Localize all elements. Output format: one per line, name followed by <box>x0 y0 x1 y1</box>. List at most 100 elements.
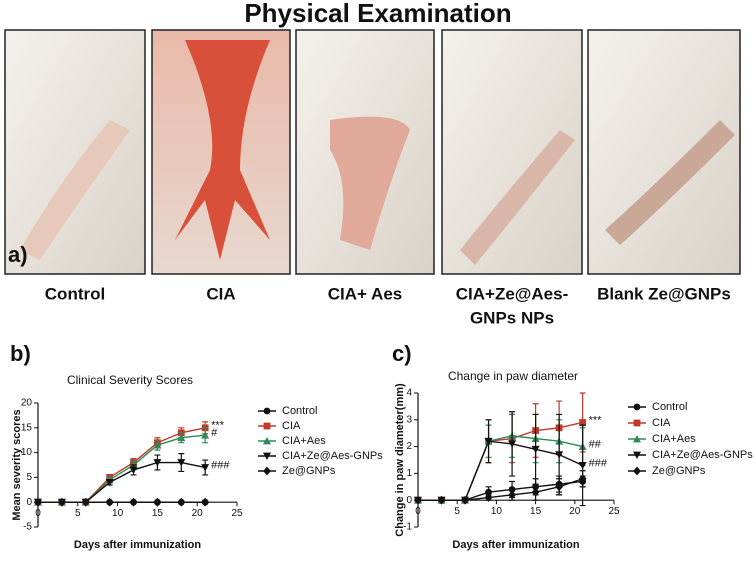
marker <box>484 493 493 502</box>
x-tick-label: 20 <box>192 508 204 519</box>
photo-caption: Control <box>45 284 105 303</box>
marker <box>201 431 210 439</box>
chart-title: Change in paw diameter <box>448 369 578 383</box>
marker <box>633 435 641 443</box>
legend-label: CIA <box>652 417 671 429</box>
marker <box>177 497 186 507</box>
marker <box>105 497 114 507</box>
legend-label: CIA+Ze@Aes-GNPs <box>282 450 383 462</box>
x-tick-label: 0 <box>35 508 41 519</box>
x-axis-label: Days after immunization <box>74 539 201 551</box>
marker <box>263 452 271 460</box>
y-tick-label: 0 <box>406 495 412 506</box>
marker <box>485 488 492 496</box>
marker <box>105 478 114 487</box>
marker <box>153 497 162 507</box>
marker <box>177 433 186 442</box>
y-tick-label: -5 <box>23 522 32 533</box>
legend-label: Ze@GNPs <box>652 465 706 477</box>
photo-caption: Blank Ze@GNPs <box>597 284 731 303</box>
legend-label: CIA <box>282 420 301 432</box>
marker <box>579 419 587 426</box>
photos <box>4 29 741 275</box>
annotation: ### <box>589 457 608 469</box>
marker <box>129 466 138 474</box>
marker <box>633 419 641 427</box>
x-tick-label: 10 <box>112 508 124 519</box>
marker <box>531 487 540 497</box>
panel-label: b) <box>10 341 31 366</box>
y-tick-label: 5 <box>26 472 32 483</box>
x-tick-label: 15 <box>530 506 542 517</box>
legend-label: Control <box>652 401 687 413</box>
y-tick-label: 0 <box>26 497 32 508</box>
y-tick-label: 10 <box>21 447 33 458</box>
y-axis-label: Mean severity scores <box>11 409 23 520</box>
marker <box>263 407 271 415</box>
paw <box>330 116 410 251</box>
marker <box>555 451 564 459</box>
marker <box>263 437 271 445</box>
x-axis-label: Days after immunization <box>452 539 579 551</box>
x-tick-label: 0 <box>415 506 421 517</box>
annotation: *** <box>589 414 603 426</box>
y-tick-label: 15 <box>21 422 33 433</box>
x-tick-label: 25 <box>608 506 620 517</box>
marker <box>81 497 90 507</box>
y-tick-label: 1 <box>406 468 412 479</box>
marker <box>508 490 516 500</box>
legend-label: Control <box>282 405 317 417</box>
photo <box>4 29 146 275</box>
photo-caption: CIA+ Aes <box>328 284 402 303</box>
marker <box>414 495 422 505</box>
marker <box>531 445 540 454</box>
marker <box>578 461 587 470</box>
marker <box>153 459 162 467</box>
marker <box>34 497 42 507</box>
marker <box>484 437 493 446</box>
y-tick-label: 4 <box>406 388 412 399</box>
marker <box>461 495 469 505</box>
photo-caption: CIA <box>206 284 235 303</box>
photo-caption: CIA+Ze@Aes- <box>456 284 568 303</box>
photo-caption: GNPs NPs <box>470 308 554 327</box>
series-line <box>418 478 583 501</box>
legend-label: CIA+Ze@Aes-GNPs <box>652 449 753 461</box>
marker <box>263 466 271 476</box>
marker <box>437 495 446 505</box>
x-tick-label: 25 <box>231 508 243 519</box>
legend-label: CIA+Aes <box>652 433 696 445</box>
marker <box>555 482 564 492</box>
legend-label: Ze@GNPs <box>282 465 336 477</box>
x-tick-label: 20 <box>569 506 581 517</box>
y-axis-label: Change in paw diameter(mm) <box>394 383 406 537</box>
y-tick-label: 2 <box>406 441 412 452</box>
x-tick-label: 15 <box>152 508 164 519</box>
marker <box>201 497 210 507</box>
paw <box>20 120 130 260</box>
marker <box>508 440 517 448</box>
legend-label: CIA+Aes <box>282 435 326 447</box>
marker <box>201 464 210 472</box>
marker <box>263 422 271 430</box>
annotation: ## <box>589 439 602 451</box>
marker <box>633 466 641 476</box>
marker <box>177 459 186 467</box>
marker <box>129 497 138 507</box>
figure-title: Physical Examination <box>244 0 511 28</box>
annotation: ### <box>211 459 230 471</box>
x-tick-label: 10 <box>491 506 503 517</box>
paw <box>175 40 270 260</box>
annotation: # <box>211 427 218 439</box>
marker <box>633 403 641 411</box>
marker <box>153 441 162 449</box>
series-line <box>38 461 206 503</box>
paw <box>605 120 735 245</box>
x-tick-label: 5 <box>454 506 460 517</box>
paw <box>460 130 575 265</box>
panel-label: a) <box>8 242 28 267</box>
y-tick-label: 3 <box>406 414 412 425</box>
series-line <box>38 434 206 503</box>
marker <box>57 497 66 507</box>
